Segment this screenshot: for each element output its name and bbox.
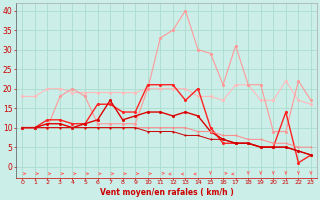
X-axis label: Vent moyen/en rafales ( km/h ): Vent moyen/en rafales ( km/h ) [100,188,234,197]
